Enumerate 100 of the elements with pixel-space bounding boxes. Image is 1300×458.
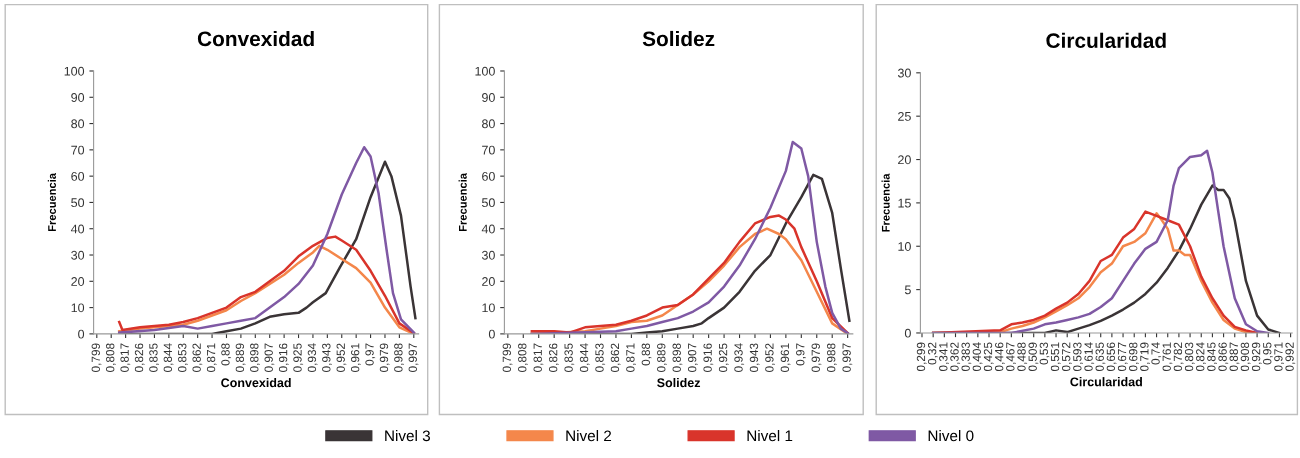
y-axis-title: Frecuencia (47, 173, 56, 232)
x-tick-label: 0,961 (780, 343, 791, 372)
x-tick-label: 0,943 (322, 343, 332, 372)
x-tick-label: 0,593 (1073, 342, 1083, 372)
y-tick-label: 70 (482, 145, 495, 155)
y-tick-label: 50 (481, 198, 495, 208)
x-tick-label: 0,719 (1140, 342, 1150, 372)
x-tick-label: 0,961 (350, 343, 361, 372)
x-tick-label: 0,887 (1229, 342, 1240, 372)
x-tick-label: 0,862 (610, 343, 621, 372)
x-tick-label: 0,925 (718, 343, 729, 372)
x-tick-label: 0,997 (842, 343, 853, 372)
x-tick-label: 0,656 (1106, 342, 1117, 372)
x-tick-label: 0,889 (235, 343, 246, 372)
x-tick-label: 0,988 (827, 343, 837, 372)
legend-label: Nivel 1 (747, 430, 793, 442)
x-tick-label: 0,845 (1207, 342, 1217, 372)
y-tick-label: 40 (481, 224, 495, 234)
x-tick-label: 0,871 (626, 343, 636, 372)
x-tick-label: 0,934 (734, 343, 745, 372)
x-tick-label: 0,907 (264, 343, 275, 372)
x-tick-label: 0,404 (972, 342, 983, 372)
x-tick-label: 0,383 (961, 342, 972, 372)
x-tick-label: 0,844 (163, 343, 174, 372)
x-tick-label: 0,782 (1173, 342, 1184, 372)
y-tick-label: 30 (71, 250, 85, 260)
x-tick-label: 0,898 (250, 343, 260, 372)
x-tick-label: 0,761 (1162, 342, 1173, 372)
y-axis-title: Frecuencia (881, 173, 890, 232)
x-tick-label: 0,88 (221, 343, 232, 366)
x-tick-label: 0,916 (278, 343, 289, 372)
x-tick-label: 0,74 (1151, 342, 1162, 365)
x-tick-label: 0,929 (1251, 342, 1262, 372)
x-tick-label: 0,635 (1095, 342, 1106, 372)
x-tick-label: 0,916 (703, 343, 714, 372)
chart-title: Solidez (642, 30, 715, 47)
x-tick-label: 0,32 (927, 342, 938, 365)
x-tick-label: 0,979 (811, 343, 822, 372)
x-tick-label: 0,551 (1050, 342, 1061, 372)
y-tick-label: 0 (488, 329, 495, 339)
x-tick-label: 0,824 (1196, 342, 1206, 372)
x-tick-label: 0,817 (533, 343, 544, 372)
x-tick-label: 0,97 (365, 343, 376, 366)
y-tick-label: 30 (481, 250, 495, 260)
y-tick-label: 10 (482, 303, 495, 313)
y-tick-label: 60 (482, 171, 495, 181)
x-tick-label: 0,871 (206, 343, 217, 372)
x-tick-label: 0,862 (192, 343, 203, 372)
x-tick-label: 0,467 (1006, 342, 1016, 372)
y-tick-label: 30 (897, 68, 911, 78)
x-tick-label: 0,677 (1117, 342, 1128, 372)
x-tick-label: 0,898 (672, 343, 683, 372)
x-axis-title: Solidez (657, 378, 701, 388)
y-tick-label: 100 (64, 66, 85, 76)
x-tick-label: 0,698 (1129, 342, 1139, 372)
x-tick-label: 0,925 (293, 343, 304, 372)
x-tick-label: 0,808 (518, 343, 528, 372)
x-tick-label: 0,425 (983, 342, 994, 372)
x-tick-label: 0,952 (336, 343, 347, 372)
y-tick-label: 0 (904, 328, 911, 338)
x-tick-label: 0,88 (641, 343, 652, 366)
x-tick-label: 0,853 (595, 343, 606, 372)
y-tick-label: 90 (71, 93, 85, 102)
x-tick-label: 0,614 (1084, 342, 1095, 372)
legend-label: Nivel 0 (928, 430, 974, 442)
y-tick-label: 20 (898, 155, 911, 165)
x-tick-label: 0,853 (178, 343, 188, 372)
y-axis-title: Frecuencia (458, 173, 467, 232)
x-tick-label: 0,803 (1184, 342, 1195, 372)
y-tick-label: 80 (482, 119, 495, 129)
x-tick-label: 0,799 (91, 343, 102, 372)
x-tick-label: 0,943 (749, 343, 760, 372)
x-tick-label: 0,95 (1263, 342, 1273, 365)
y-tick-label: 0 (78, 329, 85, 339)
x-tick-label: 0,835 (564, 343, 575, 372)
x-tick-label: 0,826 (548, 343, 559, 372)
x-tick-label: 0,509 (1028, 342, 1039, 372)
x-tick-label: 0,299 (916, 342, 927, 372)
x-tick-label: 0,362 (950, 342, 961, 372)
x-tick-label: 0,934 (307, 343, 318, 372)
y-tick-label: 50 (71, 198, 85, 208)
x-tick-label: 0,53 (1039, 342, 1050, 365)
x-axis-title: Circularidad (1070, 377, 1142, 387)
y-tick-label: 25 (898, 111, 911, 121)
y-tick-label: 60 (71, 171, 85, 181)
x-tick-label: 0,988 (394, 343, 404, 372)
x-tick-label: 0,572 (1062, 342, 1072, 372)
legend-label: Nivel 3 (385, 430, 430, 442)
x-tick-label: 0,341 (939, 342, 949, 372)
legend-label: Nivel 2 (566, 430, 612, 442)
y-tick-label: 80 (71, 119, 85, 129)
x-tick-label: 0,817 (120, 343, 131, 372)
x-tick-label: 0,97 (796, 343, 806, 366)
y-tick-label: 20 (71, 277, 85, 286)
x-tick-label: 0,446 (994, 342, 1005, 372)
y-tick-label: 40 (70, 224, 85, 234)
y-tick-label: 5 (904, 285, 911, 295)
y-tick-label: 70 (71, 145, 85, 155)
x-tick-label: 0,908 (1240, 342, 1251, 372)
x-tick-label: 0,889 (657, 343, 667, 372)
